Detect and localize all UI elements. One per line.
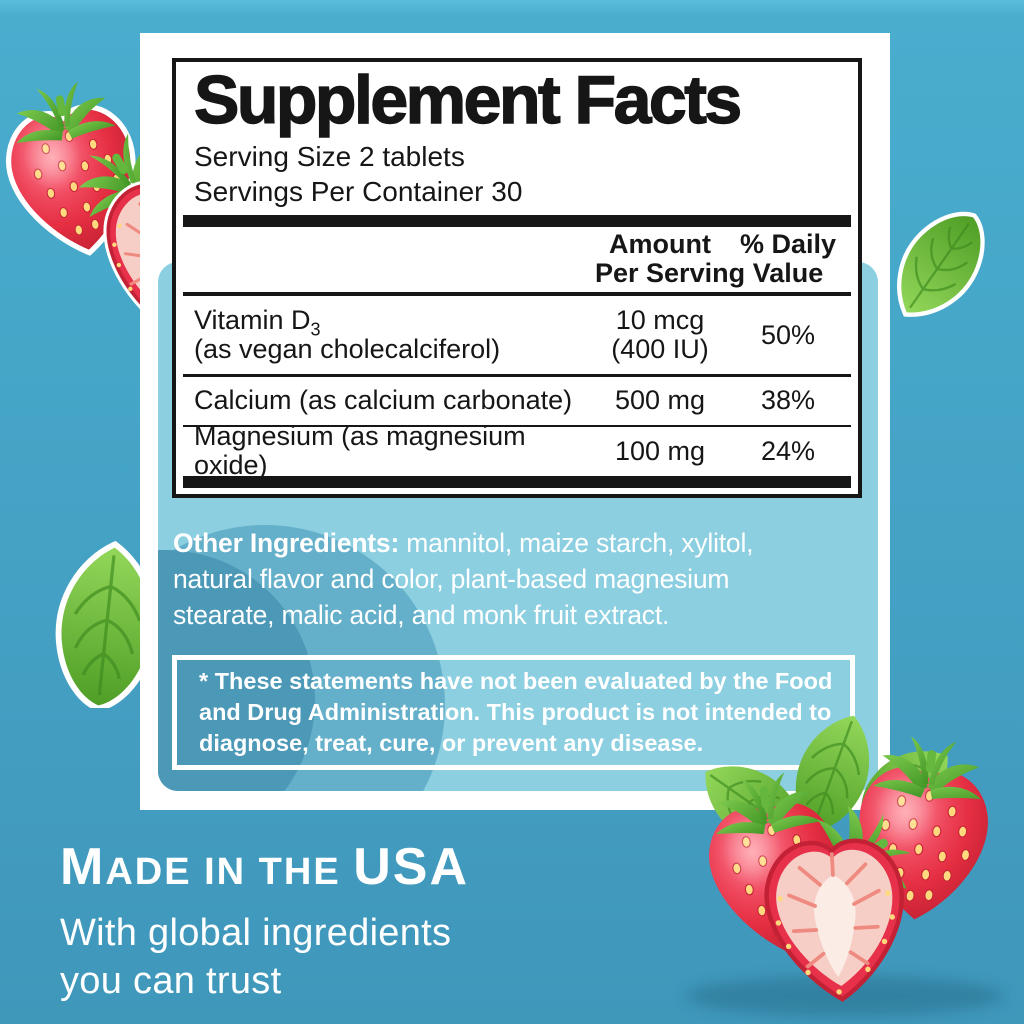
footer-subline: With global ingredients you can trust [60,909,469,1005]
amount-header-line2: Per Serving [595,258,746,289]
footer-subline-1: With global ingredients [60,912,452,954]
other-ingredients-line1: Other Ingredients: mannitol, maize starc… [173,525,754,561]
thick-divider [183,214,851,228]
nutrient-name-subscript: 3 [310,319,321,340]
other-ingredients-line1-rest: mannitol, maize starch, xylitol, [399,528,754,558]
servings-per-container-text: Servings Per Container 30 [194,175,523,207]
headline-usa: USA [353,838,470,896]
mint-leaf-left-icon [36,528,156,708]
dv-header-line2: Value [752,258,824,289]
supplement-facts-title: Supplement Facts [193,62,743,138]
disclaimer-line2: and Drug Administration. This product is… [199,699,832,725]
daily-value-column-header: % Daily Value [725,230,851,288]
disclaimer-line1: * These statements have not been evaluat… [199,668,833,694]
table-row: Vitamin D3 (as vegan cholecalciferol) 10… [183,296,851,374]
medium-divider [183,292,851,297]
nutrient-name-note: (as vegan cholecalciferol) [194,334,501,365]
thick-divider [183,475,851,488]
amount-line1: 10 mcg [615,305,705,336]
nutrient-amount: 100 mg [614,435,706,466]
cut-strawberry-icon [764,838,907,1003]
shadow [685,976,1005,1016]
made-in-usa-headline: MADE IN THE USA [60,841,469,893]
footer-subline-2: you can trust [60,960,282,1002]
fda-disclaimer-box: * These statements have not been evaluat… [172,655,855,770]
table-row: Magnesium (as magnesium oxide) 100 mg 24… [183,422,851,480]
other-ingredients-line2: natural flavor and color, plant-based ma… [173,564,730,594]
nutrient-name: Calcium (as calcium carbonate) [194,385,573,416]
table-row: Calcium (as calcium carbonate) 500 mg 38… [183,377,851,425]
supplement-label-card: Supplement Facts Serving Size 2 tablets … [140,33,890,810]
nutrient-daily-value: 50% [760,319,816,350]
disclaimer-line3: diagnose, treat, cure, or prevent any di… [199,730,704,756]
nutrient-name: Vitamin D3 (as vegan cholecalciferol) [183,306,595,364]
footer: MADE IN THE USA With global ingredients … [60,841,469,1005]
other-ingredients-line3: stearate, malic acid, and monk fruit ext… [173,600,670,630]
thin-divider [183,424,851,428]
other-ingredients-text: Other Ingredients: mannitol, maize starc… [173,525,754,633]
amount-header-line1: Amount [609,229,711,260]
headline-small-caps: ADE IN THE [105,851,354,893]
other-ingredients-label: Other Ingredients: [173,528,400,558]
nutrient-name-text: Vitamin D [194,305,311,336]
thin-divider [183,374,851,377]
nutrient-daily-value: 24% [760,435,816,466]
table-header-row: Amount Per Serving % Daily Value [183,227,851,288]
serving-size-text: Serving Size 2 tablets [194,140,465,172]
nutrient-amount: 10 mcg (400 IU) [595,306,725,364]
mint-leaf-top-right-icon [880,196,1000,326]
dv-header-line1: % Daily [739,229,837,260]
nutrient-daily-value: 38% [760,385,816,416]
amount-column-header: Amount Per Serving [595,229,745,288]
amount-line2: (400 IU) [611,334,709,365]
nutrient-amount: 500 mg [614,385,706,416]
headline-initial: M [60,838,106,896]
whole-strawberry-icon [0,75,145,261]
supplement-facts-table: Supplement Facts Serving Size 2 tablets … [172,58,862,498]
nutrient-name: Magnesium (as magnesium oxide) [194,421,526,481]
